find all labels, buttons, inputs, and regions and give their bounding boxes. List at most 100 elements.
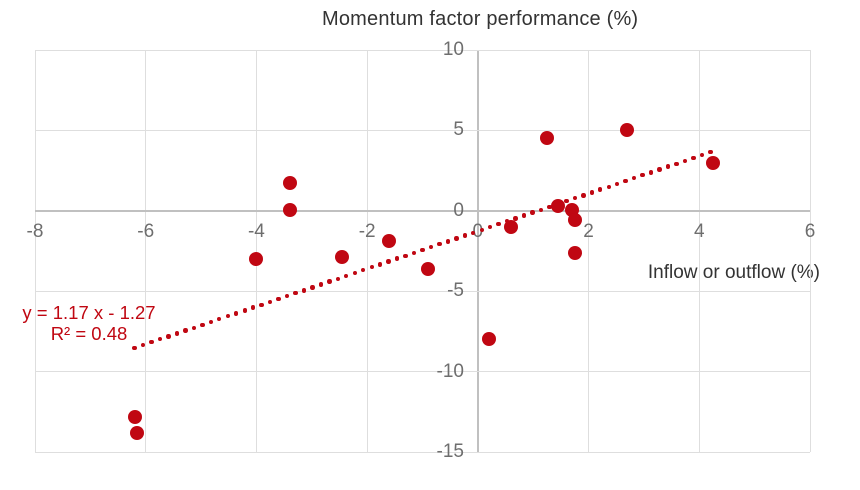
y-tick-label: -5 <box>447 280 464 302</box>
trendline-dot <box>564 198 569 204</box>
trendline-dot <box>284 293 290 299</box>
x-axis-line <box>35 209 810 212</box>
horizontal-gridline <box>35 49 810 51</box>
scatter-point <box>282 175 297 190</box>
y-tick-label: 0 <box>453 199 464 221</box>
vertical-gridline <box>588 50 590 452</box>
trendline-dot <box>335 276 341 281</box>
vertical-gridline <box>34 50 36 452</box>
trendline-dot <box>674 161 679 166</box>
scatter-point <box>130 425 145 440</box>
trendline-dot <box>462 233 468 238</box>
trendline-dot <box>615 181 620 187</box>
trendline-dot <box>361 267 366 273</box>
trendline-dot <box>174 331 180 336</box>
trendline-dot <box>538 207 544 212</box>
trendline-dot <box>521 213 527 218</box>
scatter-point <box>127 409 142 424</box>
vertical-gridline <box>145 50 147 452</box>
scatter-point <box>282 202 297 217</box>
trendline-dot <box>369 265 374 270</box>
x-tick-label: 0 <box>472 221 484 242</box>
scatter-point <box>481 332 496 347</box>
trendline-dot <box>665 164 671 169</box>
scatter-point <box>382 234 397 249</box>
trendline-dot <box>640 173 645 178</box>
scatter-point <box>249 252 264 267</box>
trendline-dot <box>454 236 459 241</box>
trendline-dot <box>394 256 400 261</box>
trendline-dot <box>352 270 357 276</box>
trendline-dot <box>471 230 476 235</box>
vertical-gridline <box>255 50 257 452</box>
scatter-point <box>540 131 555 146</box>
trendline-dot <box>657 167 662 172</box>
y-tick-label: -15 <box>436 441 464 462</box>
trendline-dot <box>242 308 247 313</box>
trendline-dot <box>183 328 188 333</box>
x-tick-label: -2 <box>358 221 376 242</box>
horizontal-gridline <box>35 290 810 292</box>
vertical-gridline <box>698 50 700 452</box>
trendline-dot <box>445 239 451 244</box>
trendline-dot <box>598 187 603 192</box>
trendline-dot <box>631 175 637 181</box>
trendline-equation: y = 1.17 x - 1.27 R² = 0.48 <box>6 302 172 344</box>
trendline-dot <box>420 247 425 253</box>
trendline-dot <box>428 244 434 250</box>
trendline-dot <box>411 250 417 256</box>
trendline-dot <box>234 311 239 316</box>
x-tick-label: 6 <box>804 221 816 242</box>
scatter-point <box>620 123 635 138</box>
trendline-dot <box>225 314 230 319</box>
trendline-dot <box>310 285 315 290</box>
chart-title: Momentum factor performance (%) <box>322 8 639 30</box>
x-tick-label: 2 <box>583 221 594 242</box>
trendline-dot <box>140 342 146 348</box>
trendline-dot <box>648 170 654 175</box>
trendline-dot <box>488 224 493 230</box>
scatter-point <box>567 212 582 227</box>
trendline-dot <box>157 337 163 342</box>
trendline-dot <box>250 305 256 310</box>
scatter-point <box>335 250 350 265</box>
trendline-dot <box>589 190 595 195</box>
trendline-dot <box>293 290 298 296</box>
trendline-dot <box>623 178 628 184</box>
trendline-dot <box>208 319 214 325</box>
trendline-dot <box>547 204 552 210</box>
equation-line: y = 1.17 x - 1.27 <box>22 302 156 323</box>
trendline-dot <box>259 302 264 307</box>
y-axis-line <box>476 50 479 452</box>
horizontal-gridline <box>35 129 810 131</box>
x-tick-label: -4 <box>247 221 265 242</box>
trendline-dot <box>530 210 535 215</box>
trendline-dot <box>437 242 442 247</box>
scatter-point <box>567 246 582 261</box>
trendline-dot <box>327 279 332 284</box>
trendline-dot <box>301 288 307 293</box>
x-tick-label: 4 <box>693 221 705 242</box>
vertical-gridline <box>366 50 368 452</box>
r-squared-line: R² = 0.48 <box>50 323 128 344</box>
trendline-dot <box>513 216 518 221</box>
scatter-point <box>551 198 566 213</box>
trendline-dot <box>496 221 501 227</box>
x-tick-label: -8 <box>26 221 44 242</box>
trendline-dot <box>344 273 349 279</box>
horizontal-gridline <box>35 451 810 453</box>
trendline-dot <box>217 316 222 322</box>
trendline-dot <box>691 155 696 161</box>
trendline-dot <box>267 299 273 305</box>
trendline-dot <box>166 334 171 339</box>
scatter-point <box>421 261 436 276</box>
trendline-dot <box>377 262 383 267</box>
scatter-point <box>504 219 519 234</box>
trendline-dot <box>318 282 324 287</box>
trendline-dot <box>200 322 205 328</box>
y-tick-label: 10 <box>442 39 464 60</box>
x-tick-label: -6 <box>137 221 155 242</box>
x-axis-title: Inflow or outflow (%) <box>647 262 820 283</box>
trendline-dot <box>149 339 154 345</box>
